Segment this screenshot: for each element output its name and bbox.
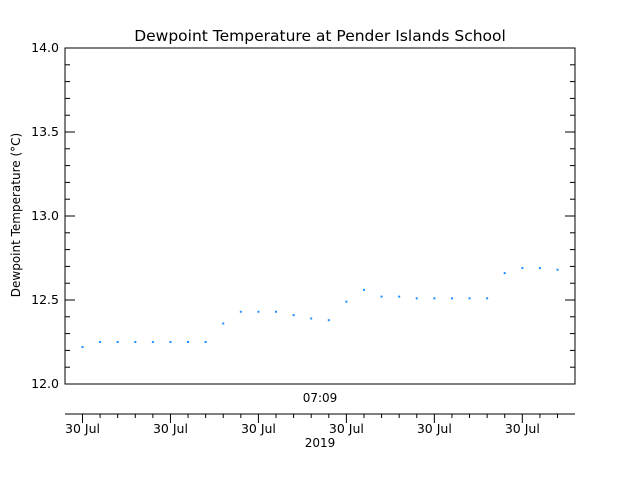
data-point: [187, 341, 190, 343]
data-point: [222, 322, 225, 325]
x-tick-label: 30 Jul: [505, 421, 540, 436]
data-point: [486, 297, 489, 300]
data-point: [345, 300, 348, 303]
plot-frame: [64, 47, 576, 385]
x-tick-label: 30 Jul: [65, 421, 100, 436]
data-point: [99, 341, 102, 343]
data-point: [327, 319, 330, 322]
data-point: [169, 341, 172, 343]
data-point: [380, 295, 383, 298]
data-point: [503, 272, 506, 275]
data-point: [521, 267, 524, 270]
x-tick-label: 30 Jul: [153, 421, 188, 436]
data-point: [81, 346, 84, 349]
x-tick-label: 30 Jul: [241, 421, 276, 436]
data-point: [556, 268, 559, 271]
data-point: [415, 297, 418, 300]
data-point: [450, 297, 453, 300]
y-tick-label: 12.5: [31, 292, 59, 307]
x-axis: 30 Jul 30 Jul 30 Jul 30 Jul 30 Jul 30 Jul: [65, 414, 558, 436]
data-point: [362, 288, 365, 291]
y-tick-label: 13.0: [31, 208, 59, 223]
data-point: [310, 317, 313, 320]
data-point: [275, 310, 278, 313]
data-point: [116, 341, 119, 343]
data-point: [538, 267, 541, 270]
y-axis: 12.0 12.5 13.0 13.5 14.0: [31, 40, 575, 391]
data-point: [433, 297, 436, 300]
x-tick-label: 30 Jul: [329, 421, 364, 436]
data-point: [151, 341, 154, 343]
y-tick-label: 13.5: [31, 124, 59, 139]
data-point: [134, 341, 137, 343]
data-point: [257, 310, 260, 313]
y-tick-label: 12.0: [31, 376, 59, 391]
x-axis-year-label: 2019: [305, 436, 336, 450]
data-point: [292, 314, 295, 317]
y-axis-label: Dewpoint Temperature (°C): [9, 133, 23, 297]
data-point: [239, 310, 242, 313]
data-point: [468, 297, 471, 300]
x-tick-label: 30 Jul: [417, 421, 452, 436]
chart-title: Dewpoint Temperature at Pender Islands S…: [134, 27, 506, 45]
time-label: 07:09: [303, 391, 338, 405]
y-tick-label: 14.0: [31, 40, 59, 55]
data-points: [81, 267, 559, 349]
data-point: [204, 341, 207, 343]
data-point: [398, 295, 401, 298]
